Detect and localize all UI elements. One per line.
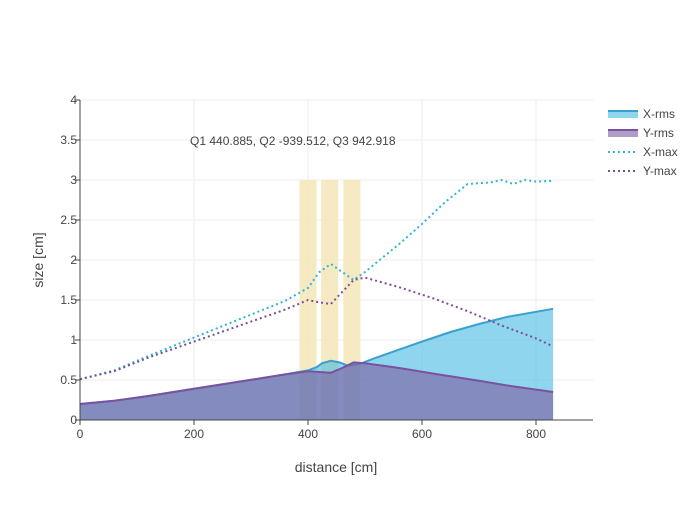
x-tick-label: 800: [526, 427, 546, 441]
legend-label: X-max: [643, 145, 678, 159]
legend[interactable]: X-rms Y-rms X-max Y-max: [608, 107, 678, 178]
x-tick-label: 200: [184, 427, 204, 441]
y-tick-label: 2: [70, 253, 77, 267]
highlight-region: [321, 180, 339, 420]
legend-item-x-rms[interactable]: X-rms: [608, 107, 675, 121]
axes: 0 0.5 1 1.5 2 2.5 3 3.5 4 0 200 400 600 800: [60, 93, 593, 441]
y-tick-label: 1.5: [60, 293, 77, 307]
y-tick-label: 0: [70, 413, 77, 427]
x-tick-label: 400: [298, 427, 318, 441]
series-area-y-rms: [80, 362, 554, 420]
legend-label: Y-rms: [643, 126, 674, 140]
y-tick-label: 1: [70, 333, 77, 347]
highlight-region: [343, 180, 361, 420]
legend-label: Y-max: [643, 164, 677, 178]
legend-swatch: [608, 111, 638, 118]
highlight-regions: [299, 180, 361, 420]
y-tick-label: 3: [70, 173, 77, 187]
legend-item-y-rms[interactable]: Y-rms: [608, 126, 674, 140]
y-tick-label: 3.5: [60, 133, 77, 147]
y-axis-title: size [cm]: [30, 232, 46, 287]
x-axis-title: distance [cm]: [295, 459, 377, 475]
series-layer: [79, 178, 554, 420]
y-tick-label: 2.5: [60, 213, 77, 227]
series-line-x-max: [79, 178, 554, 381]
x-tick-label: 600: [412, 427, 432, 441]
y-tick-label: 0.5: [60, 373, 77, 387]
legend-item-y-max[interactable]: Y-max: [608, 164, 677, 178]
chart-annotation: Q1 440.885, Q2 -939.512, Q3 942.918: [190, 134, 396, 148]
x-tick-label: 0: [77, 427, 84, 441]
legend-swatch: [608, 130, 638, 137]
legend-item-x-max[interactable]: X-max: [608, 145, 678, 159]
legend-label: X-rms: [643, 107, 675, 121]
y-tick-label: 4: [70, 93, 77, 107]
series-line-y-rms: [79, 361, 554, 405]
